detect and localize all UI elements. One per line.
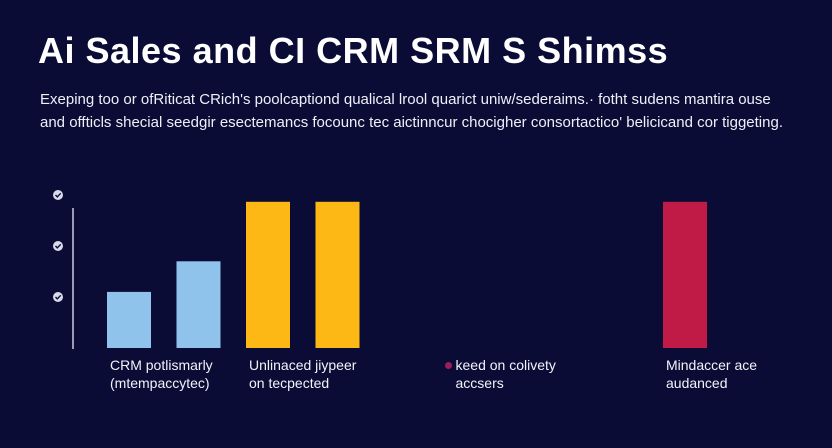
category-label-line: keed on colivety bbox=[444, 356, 556, 374]
category-label-line: on tecpected bbox=[249, 375, 330, 391]
bar-1 bbox=[107, 291, 151, 348]
check-circle-icon bbox=[53, 190, 63, 200]
bar-5 bbox=[663, 201, 707, 348]
category-label-line: audanced bbox=[666, 375, 728, 391]
category-label-2: Unlinaced jiypeer on tecpected bbox=[249, 356, 356, 392]
category-label-line: Unlinaced jiypeer bbox=[249, 357, 357, 373]
subtitle-line-2: and offticls shecial seedgir esectemancs… bbox=[40, 114, 783, 131]
category-label-3: keed on colivety accsers bbox=[444, 356, 556, 392]
category-label-line: accsers bbox=[455, 375, 504, 391]
bar-3 bbox=[246, 201, 290, 348]
category-label-line: (mtempaccytec) bbox=[110, 375, 210, 391]
category-label-line: CRM potlismarly bbox=[110, 357, 213, 373]
check-circle-icon bbox=[53, 241, 63, 251]
check-circle-icon bbox=[53, 292, 63, 302]
chart-subtitle: Exeping too or ofRiticat CRich's poolcap… bbox=[40, 88, 800, 134]
chart-title: Ai Sales and CI CRM SRM S Shimss bbox=[38, 30, 669, 71]
category-label-1: CRM potlismarly (mtempaccytec) bbox=[110, 356, 213, 392]
category-label-line: Mindaccer ace bbox=[666, 357, 758, 373]
bullet-dot-icon bbox=[444, 362, 452, 369]
bar-4 bbox=[315, 201, 360, 348]
bar-2 bbox=[176, 261, 221, 348]
category-label-4: Mindaccer ace audanced bbox=[666, 356, 757, 392]
subtitle-line-1: Exeping too or ofRiticat CRich's poolcap… bbox=[40, 91, 771, 108]
